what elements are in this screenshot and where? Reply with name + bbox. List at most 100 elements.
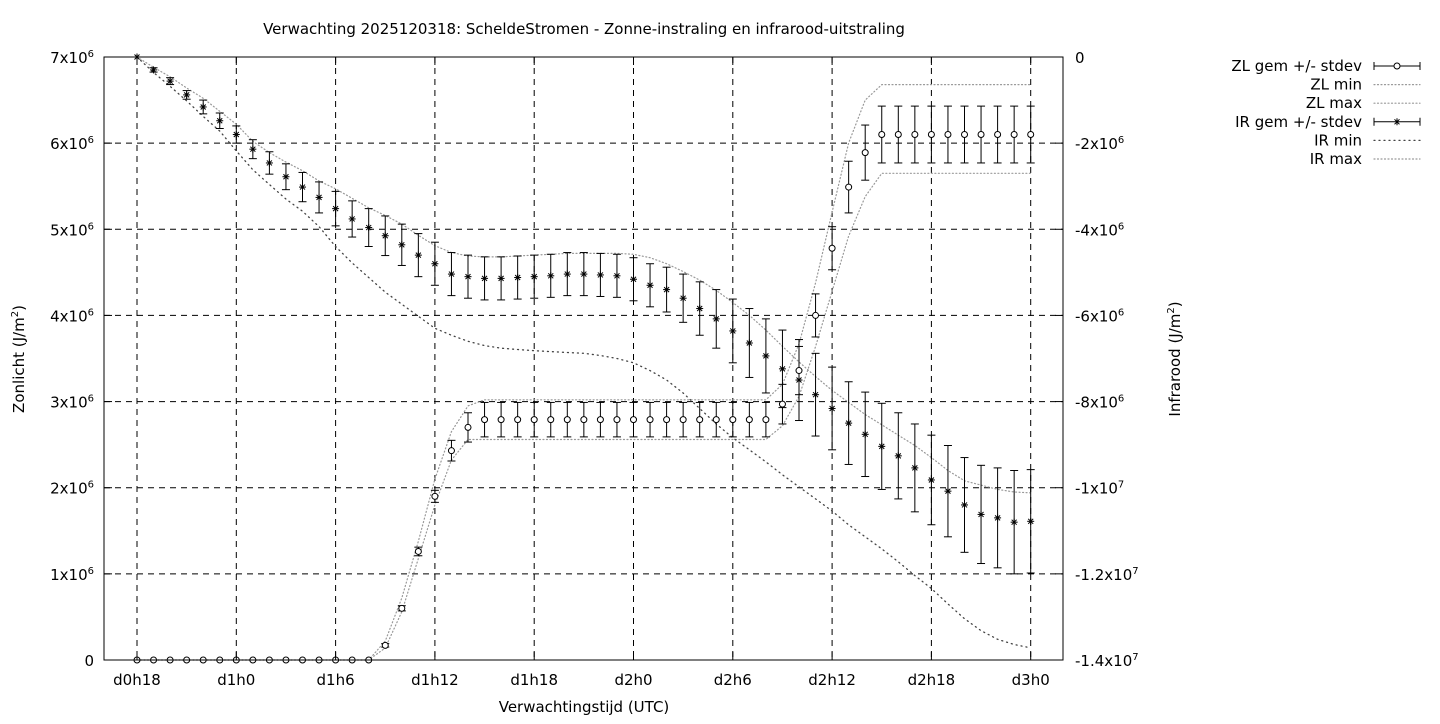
y-tick-label: 2x106 bbox=[50, 480, 94, 498]
ir-point bbox=[646, 281, 654, 289]
zl-point bbox=[514, 416, 522, 424]
zl-point bbox=[944, 131, 952, 139]
min-max-lines bbox=[136, 56, 1032, 661]
ir-point bbox=[679, 294, 687, 302]
y-tick-label: 1x106 bbox=[50, 566, 94, 584]
x-tick-label: d3h0 bbox=[1012, 671, 1050, 689]
ir-point bbox=[778, 365, 786, 373]
legend-label: ZL max bbox=[1306, 94, 1362, 112]
y2-tick-label: -8x106 bbox=[1075, 394, 1124, 412]
y2-tick-label: -4x106 bbox=[1075, 221, 1124, 239]
legend-marker bbox=[1394, 118, 1400, 126]
x-tick-label: d1h18 bbox=[510, 671, 558, 689]
zl-point bbox=[530, 416, 538, 424]
ir-point bbox=[348, 215, 356, 223]
legend-label: IR max bbox=[1310, 150, 1362, 168]
ir-point bbox=[514, 274, 522, 282]
y-tick-labels: 0 1x106 2x106 3x106 4x106 5x106 6x106 7x106 bbox=[50, 49, 94, 670]
x-tick-label: d2h0 bbox=[614, 671, 652, 689]
series-line-zl-max bbox=[136, 83, 1032, 661]
zl-point bbox=[613, 416, 621, 424]
ir-point bbox=[613, 272, 621, 280]
ir-point bbox=[216, 117, 224, 125]
series-line-zl-min bbox=[136, 172, 1032, 661]
ir-point bbox=[497, 274, 505, 282]
ir-point bbox=[696, 305, 704, 313]
x-tick-label: d1h0 bbox=[217, 671, 255, 689]
x-tick-label: d2h12 bbox=[808, 671, 856, 689]
ir-point bbox=[795, 376, 803, 384]
legend-marker bbox=[1393, 62, 1401, 70]
ir-point bbox=[812, 391, 820, 399]
y-tick-label: 7x106 bbox=[50, 49, 94, 67]
zl-point bbox=[630, 416, 637, 424]
ir-point bbox=[663, 286, 671, 294]
ir-point bbox=[398, 241, 406, 249]
ir-point bbox=[530, 273, 538, 281]
ir-point bbox=[414, 251, 422, 259]
data-markers bbox=[133, 53, 1035, 664]
ir-point bbox=[961, 501, 968, 509]
zl-point bbox=[828, 244, 836, 252]
y-tick-label: 0 bbox=[84, 652, 94, 670]
y-tick-label: 6x106 bbox=[50, 135, 94, 153]
zl-point bbox=[845, 183, 853, 191]
zl-point bbox=[911, 131, 919, 139]
zl-point bbox=[481, 416, 489, 424]
zl-point bbox=[878, 131, 886, 139]
legend-label: ZL gem +/- stdev bbox=[1231, 57, 1362, 75]
ir-point bbox=[712, 315, 720, 323]
ir-point bbox=[828, 404, 836, 412]
zl-point bbox=[464, 423, 472, 431]
x-tick-label: d2h18 bbox=[908, 671, 956, 689]
ir-point bbox=[762, 352, 770, 360]
x-axis-label: Verwachtingstijd (UTC) bbox=[499, 698, 670, 716]
zl-point bbox=[596, 416, 604, 424]
zl-point bbox=[812, 311, 820, 319]
ir-point bbox=[166, 77, 174, 85]
y2-tick-label: -1.2x107 bbox=[1075, 566, 1139, 584]
y2-axis-label: Infrarood (J/m2) bbox=[1166, 301, 1184, 416]
zl-point bbox=[1027, 131, 1035, 139]
zl-point bbox=[1010, 131, 1018, 139]
zl-point bbox=[894, 131, 902, 139]
ir-point bbox=[630, 275, 637, 283]
ir-point bbox=[464, 273, 472, 281]
series-line-ir-min bbox=[136, 56, 1032, 649]
ir-point bbox=[150, 66, 158, 74]
zl-point bbox=[778, 400, 786, 408]
zl-point bbox=[398, 604, 406, 612]
ir-point bbox=[845, 419, 853, 427]
ir-point bbox=[332, 205, 340, 213]
y2-tick-label: -6x106 bbox=[1075, 307, 1124, 325]
x-tick-label: d1h6 bbox=[317, 671, 355, 689]
zl-point bbox=[861, 149, 869, 157]
chart-title: Verwachting 2025120318: ScheldeStromen -… bbox=[263, 20, 905, 38]
zl-point bbox=[646, 416, 654, 424]
ir-point bbox=[547, 272, 555, 280]
zl-point bbox=[663, 416, 671, 424]
legend-label: IR gem +/- stdev bbox=[1235, 113, 1362, 131]
ir-point bbox=[745, 339, 753, 347]
ir-point bbox=[580, 270, 588, 278]
ir-point bbox=[249, 145, 257, 153]
ir-point bbox=[265, 159, 273, 167]
zl-point bbox=[563, 416, 571, 424]
y2-tick-label: -2x106 bbox=[1075, 135, 1124, 153]
ir-point bbox=[911, 464, 919, 472]
ir-point bbox=[878, 442, 886, 450]
ir-point bbox=[315, 193, 323, 201]
y-tick-label: 3x106 bbox=[50, 394, 94, 412]
ir-point bbox=[927, 476, 935, 484]
zl-point bbox=[679, 416, 687, 424]
zl-point bbox=[580, 416, 588, 424]
zl-point bbox=[696, 416, 704, 424]
zl-point bbox=[762, 416, 770, 424]
zl-point bbox=[547, 416, 555, 424]
zl-point bbox=[381, 641, 389, 649]
ir-point bbox=[199, 103, 207, 111]
ir-point bbox=[944, 487, 952, 495]
ir-point bbox=[282, 173, 290, 181]
zl-point bbox=[795, 367, 803, 375]
